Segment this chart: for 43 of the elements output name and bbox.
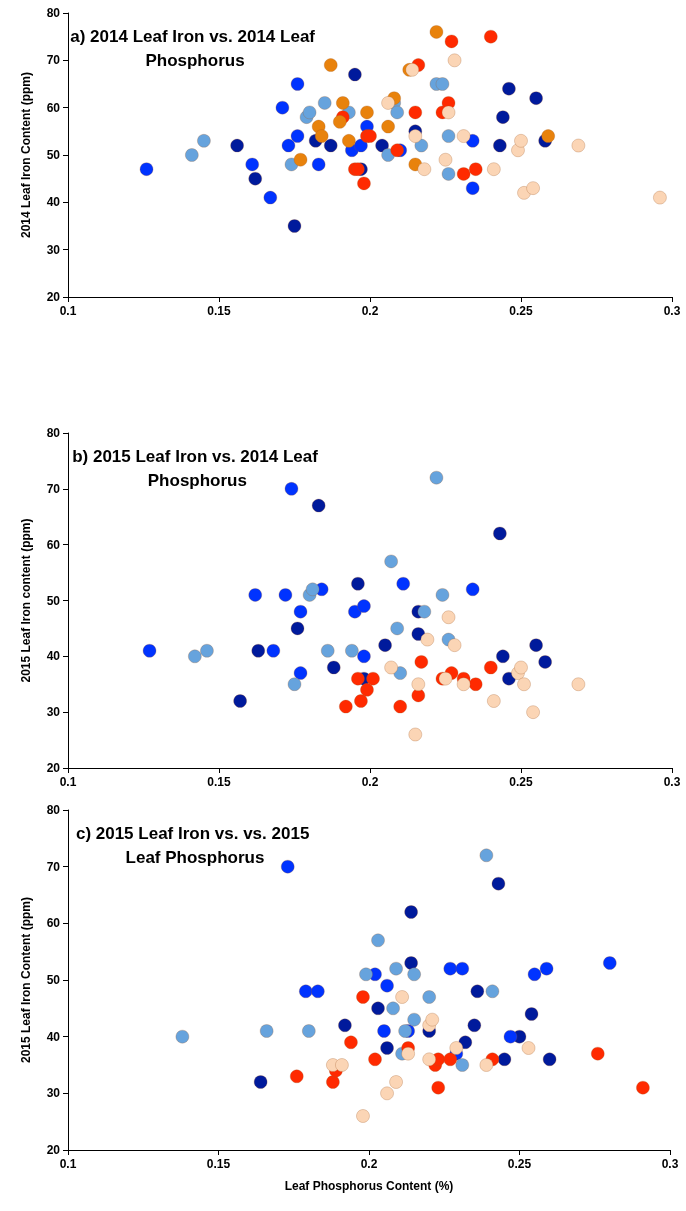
x-tick-label: 0.3 (661, 1157, 679, 1171)
x-tick-label: 0.25 (507, 1157, 532, 1171)
y-axis-title: 2015 Leaf Iron content (ppm) (19, 518, 33, 683)
x-tick-label: 0.1 (59, 304, 77, 318)
x-tick-label: 0.3 (663, 775, 681, 789)
y-tick-label: 60 (46, 100, 61, 115)
x-tick-label: 0.1 (59, 775, 77, 789)
y-axis-title: 2014 Leaf Iron Content (ppm) (19, 71, 33, 239)
x-tick-label: 0.2 (360, 1157, 378, 1171)
y-tick-label: 20 (46, 761, 61, 775)
y-tick-label: 50 (46, 593, 61, 608)
x-tick-label: 0.15 (207, 775, 231, 789)
y-tick-label: 30 (46, 242, 61, 257)
y-tick-label: 70 (46, 53, 61, 68)
y-tick-label: 40 (46, 1029, 61, 1044)
y-tick-label: 20 (46, 290, 61, 304)
y-tick-label: 60 (46, 916, 61, 931)
y-tick-label: 80 (46, 803, 61, 817)
y-tick-label: 50 (46, 973, 61, 987)
x-tick-label: 0.25 (509, 775, 533, 789)
x-tick-label: 0.15 (207, 304, 231, 318)
y-tick-label: 70 (46, 481, 61, 496)
y-axis-title: 2015 Leaf Iron Content (ppm) (19, 896, 33, 1064)
y-tick-label: 30 (46, 705, 61, 720)
x-tick-label: 0.3 (663, 304, 681, 318)
x-tick-label: 0.2 (361, 304, 379, 318)
text: a) 2014 Leaf Iron vs. 2014 Leaf Phosphorus (70, 26, 320, 70)
x-tick-label: 0.1 (59, 1157, 77, 1171)
y-tick-label: 80 (46, 426, 61, 440)
y-tick-label: 70 (46, 859, 61, 874)
x-tick-label: 0.15 (206, 1157, 231, 1171)
text: c) 2015 Leaf Iron vs. vs. 2015 Leaf Phosphorus (75, 823, 315, 867)
y-tick-label: 50 (46, 148, 61, 162)
text: b) 2015 Leaf Iron vs. 2014 Leaf Phosphorus (72, 446, 319, 490)
x-axis-title: Leaf Phosphorus Content (%) (284, 1179, 454, 1193)
y-tick-label: 30 (46, 1086, 61, 1101)
x-tick-label: 0.2 (361, 775, 379, 789)
x-tick-label: 0.25 (509, 304, 533, 318)
y-tick-label: 20 (46, 1143, 61, 1157)
y-tick-label: 80 (46, 6, 61, 20)
y-tick-label: 60 (46, 537, 61, 552)
y-tick-label: 40 (46, 195, 61, 210)
y-tick-label: 40 (46, 649, 61, 664)
